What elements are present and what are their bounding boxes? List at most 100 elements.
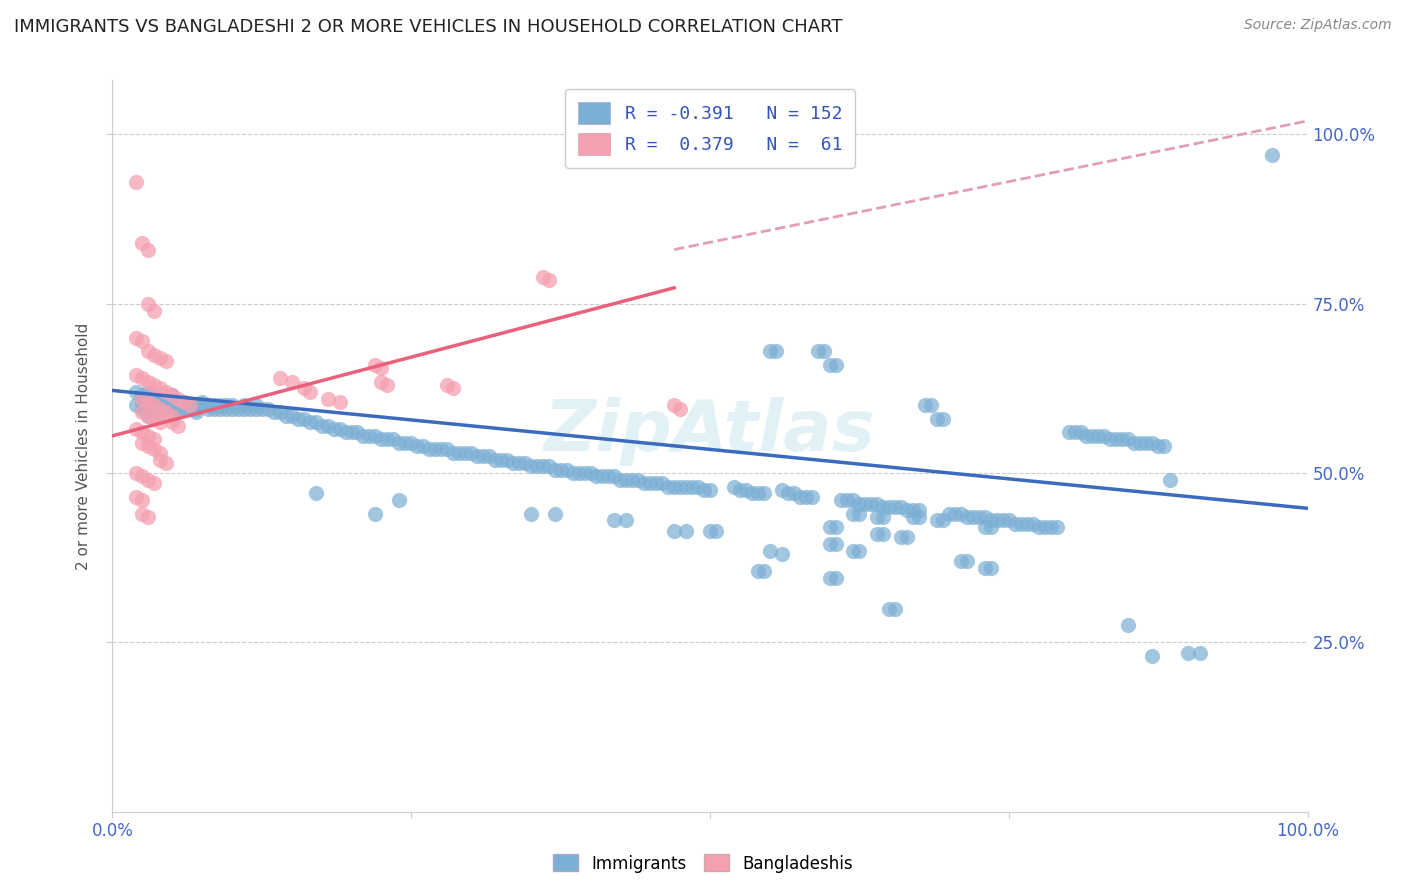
Point <box>675 524 697 538</box>
Point <box>186 398 208 412</box>
Point <box>138 409 160 423</box>
Point <box>257 401 280 416</box>
Point <box>890 530 912 544</box>
Point <box>149 446 172 460</box>
Point <box>377 432 399 446</box>
Point <box>292 412 315 426</box>
Point <box>131 395 153 409</box>
Point <box>131 469 153 483</box>
Point <box>125 331 148 345</box>
Point <box>125 422 148 436</box>
Point <box>872 527 894 541</box>
Point <box>770 547 793 561</box>
Point <box>813 344 835 359</box>
Point <box>143 378 166 392</box>
Point <box>614 473 637 487</box>
Point <box>884 601 907 615</box>
Point <box>496 452 519 467</box>
Point <box>311 418 333 433</box>
Point <box>567 466 591 480</box>
Point <box>131 371 153 385</box>
Point <box>633 476 655 491</box>
Point <box>197 401 219 416</box>
Point <box>903 510 925 524</box>
Point <box>370 432 392 446</box>
Point <box>179 398 201 412</box>
Point <box>149 415 172 429</box>
Point <box>460 446 482 460</box>
Point <box>853 497 877 511</box>
Point <box>162 388 183 402</box>
Point <box>848 507 870 521</box>
Point <box>436 442 458 457</box>
Point <box>406 439 429 453</box>
Point <box>925 514 948 528</box>
Point <box>173 398 195 412</box>
Point <box>173 395 195 409</box>
Point <box>292 381 315 395</box>
Point <box>328 395 352 409</box>
Point <box>1159 473 1181 487</box>
Point <box>704 524 727 538</box>
Point <box>789 490 811 504</box>
Point <box>614 514 637 528</box>
Point <box>1177 646 1199 660</box>
Point <box>943 507 966 521</box>
Point <box>484 452 506 467</box>
Point <box>143 303 166 318</box>
Point <box>245 398 267 412</box>
Point <box>877 500 900 514</box>
Point <box>1057 425 1080 440</box>
Point <box>759 544 782 558</box>
Point <box>269 371 291 385</box>
Point <box>925 412 948 426</box>
Point <box>281 409 304 423</box>
Point <box>842 544 865 558</box>
Point <box>759 344 782 359</box>
Point <box>818 520 841 534</box>
Point <box>693 483 716 497</box>
Point <box>472 449 495 463</box>
Point <box>520 459 543 474</box>
Point <box>675 480 697 494</box>
Point <box>191 395 214 409</box>
Point <box>848 497 870 511</box>
Point <box>818 571 841 585</box>
Text: Source: ZipAtlas.com: Source: ZipAtlas.com <box>1244 18 1392 32</box>
Point <box>143 401 166 416</box>
Point <box>699 483 721 497</box>
Point <box>138 510 160 524</box>
Point <box>938 507 960 521</box>
Point <box>770 483 793 497</box>
Point <box>949 507 972 521</box>
Point <box>603 514 626 528</box>
Point <box>669 480 692 494</box>
Point <box>370 375 392 389</box>
Point <box>131 425 153 440</box>
Point <box>735 483 758 497</box>
Point <box>232 401 256 416</box>
Point <box>842 493 865 508</box>
Point <box>143 348 166 362</box>
Point <box>173 395 195 409</box>
Point <box>125 466 148 480</box>
Point <box>149 401 172 416</box>
Point <box>162 415 183 429</box>
Point <box>274 409 297 423</box>
Point <box>221 401 243 416</box>
Point <box>651 476 673 491</box>
Point <box>138 384 160 399</box>
Point <box>555 463 578 477</box>
Point <box>149 452 172 467</box>
Point <box>1111 432 1133 446</box>
Point <box>298 384 321 399</box>
Point <box>149 409 172 423</box>
Point <box>782 486 804 500</box>
Point <box>131 493 153 508</box>
Point <box>664 398 686 412</box>
Point <box>143 388 166 402</box>
Point <box>884 500 907 514</box>
Point <box>138 405 160 419</box>
Point <box>359 429 381 443</box>
Point <box>335 425 357 440</box>
